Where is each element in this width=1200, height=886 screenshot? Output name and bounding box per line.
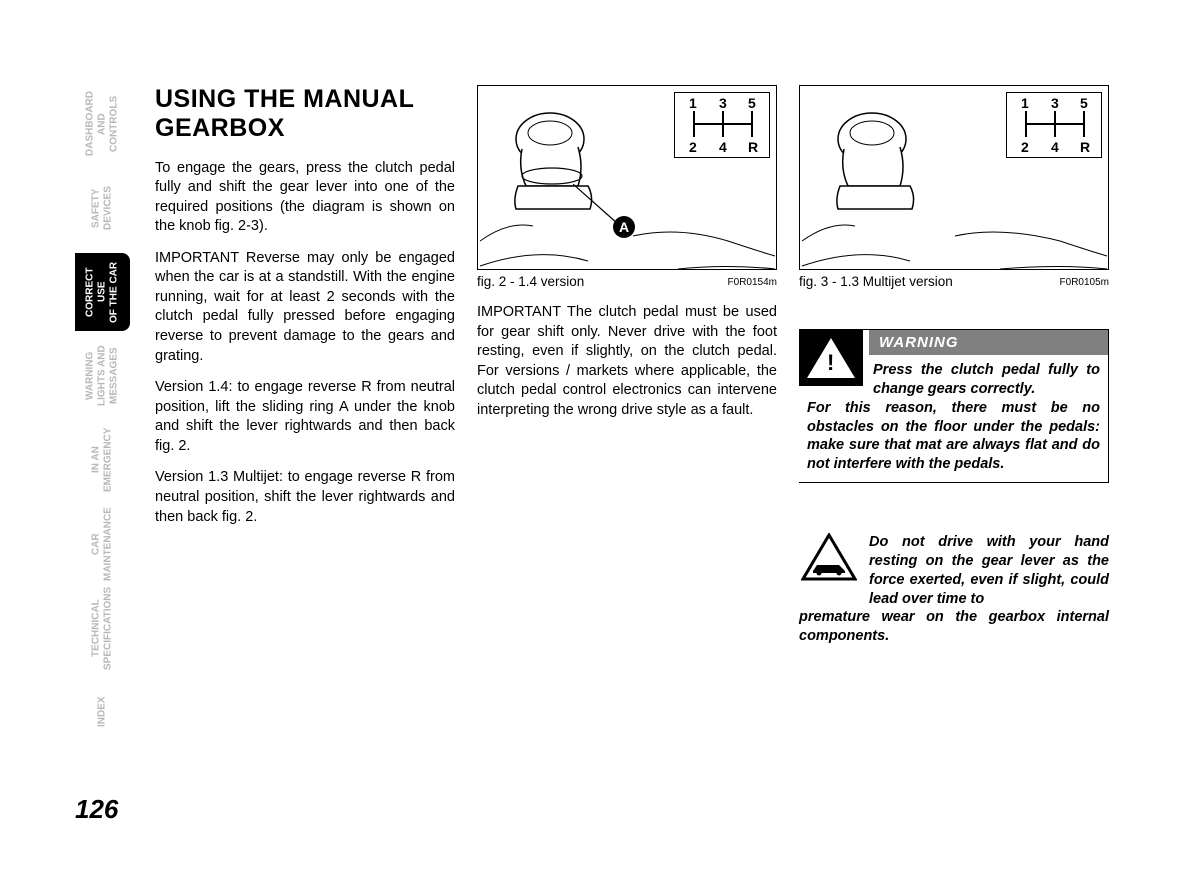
paragraph: Version 1.4: to engage reverse R from ne… (155, 378, 455, 456)
section-tabs: DASHBOARD AND CONTROLS SAFETY DEVICES CO… (75, 85, 130, 785)
console-outline (478, 86, 778, 271)
page-heading: USING THE MANUAL GEARBOX (155, 85, 455, 143)
paragraph: To engage the gears, press the clutch pe… (155, 159, 455, 237)
tab-index[interactable]: INDEX (75, 673, 130, 751)
paragraph: IMPORTANT The clutch pedal must be used … (477, 303, 777, 420)
warning-triangle-icon (799, 330, 863, 386)
tab-tech-specs[interactable]: TECHNICAL SPECIFICATIONS (75, 589, 130, 667)
tab-maintenance[interactable]: CAR MAINTENANCE (75, 505, 130, 583)
paragraph: Version 1.3 Multijet: to engage reverse … (155, 468, 455, 527)
figure-2: A 1 3 5 2 4 R (477, 85, 777, 270)
warning-box: WARNING Press the clutch pedal fully to … (799, 329, 1109, 483)
tab-dashboard[interactable]: DASHBOARD AND CONTROLS (75, 85, 130, 163)
caution-box: Do not drive with your hand resting on t… (799, 533, 1109, 646)
figure-code: F0R0105m (1060, 277, 1109, 289)
tab-safety[interactable]: SAFETY DEVICES (75, 169, 130, 247)
paragraph: IMPORTANT Reverse may only be engaged wh… (155, 249, 455, 366)
console-outline (800, 86, 1110, 271)
column-2: A 1 3 5 2 4 R fig. (477, 85, 777, 646)
figure-caption: fig. 2 - 1.4 version (477, 274, 584, 289)
figure-caption: fig. 3 - 1.3 Multijet version (799, 274, 953, 289)
figure-3: 1 3 5 2 4 R (799, 85, 1109, 270)
column-3: 1 3 5 2 4 R fig. 3 - 1.3 Multijet versio… (799, 85, 1109, 646)
page-number: 126 (75, 794, 118, 825)
warning-title: WARNING (869, 330, 1108, 355)
column-1: USING THE MANUAL GEARBOX To engage the g… (155, 85, 455, 646)
tab-emergency[interactable]: IN AN EMERGENCY (75, 421, 130, 499)
caution-car-icon (801, 533, 857, 583)
tab-warning-lights[interactable]: WARNING LIGHTS AND MESSAGES (75, 337, 130, 415)
tab-correct-use[interactable]: CORRECT USE OF THE CAR (75, 253, 130, 331)
figure-code: F0R0154m (728, 277, 777, 289)
